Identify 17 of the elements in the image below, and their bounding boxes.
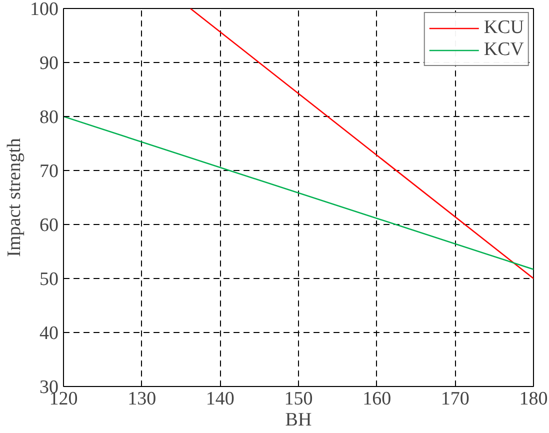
y-tick-label: 40 <box>40 323 58 344</box>
x-tick-label: 150 <box>284 388 313 410</box>
x-tick-label: 140 <box>206 388 234 410</box>
x-tick-label: 130 <box>128 388 156 410</box>
legend-label: KCV <box>484 39 524 61</box>
x-tick-label: 170 <box>440 388 470 410</box>
y-axis-title: Impact strength <box>4 138 25 257</box>
x-tick-label: 160 <box>362 388 392 410</box>
y-tick-label: 50 <box>40 269 58 290</box>
y-tick-label: 100 <box>30 0 58 20</box>
x-axis-title: BH <box>285 410 312 430</box>
y-tick-label: 80 <box>40 107 58 128</box>
y-tick-label: 90 <box>40 53 58 74</box>
y-tick-label: 70 <box>40 161 58 182</box>
legend-label: KCU <box>484 17 524 39</box>
y-tick-label: 60 <box>40 215 58 236</box>
x-tick-label: 180 <box>519 388 548 410</box>
